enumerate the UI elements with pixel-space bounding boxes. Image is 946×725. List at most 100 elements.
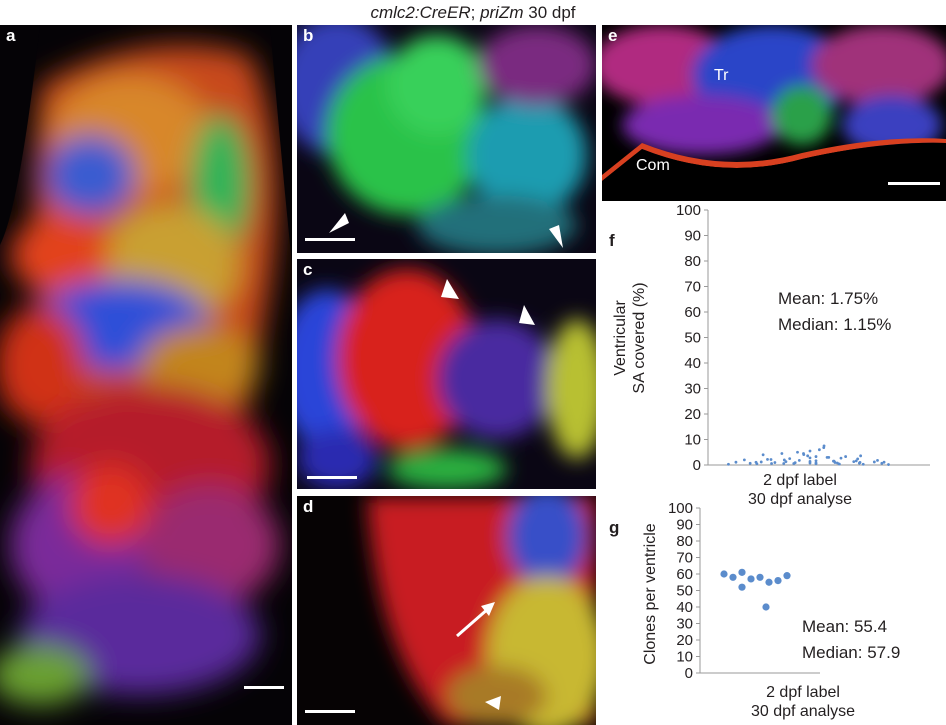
chart-g-point [747, 575, 755, 583]
chart-g-y-tick-label: 60 [676, 566, 693, 583]
chart-f-point [825, 455, 829, 459]
chart-f-point [857, 461, 861, 465]
panel-e-label-tr: Tr [714, 67, 729, 84]
chart-f-point [844, 455, 848, 458]
chart-f-mean: Mean: 1.75% [778, 289, 879, 308]
panel-b-label: b [303, 26, 314, 45]
chart-g-y-tick-label: 70 [676, 550, 693, 567]
chart-f-point [839, 456, 843, 460]
chart-g-point [738, 568, 746, 576]
panel-c-image [297, 259, 596, 489]
chart-f-point [782, 458, 786, 462]
chart-g-point [738, 583, 746, 591]
chart-g: 0 10 20 30 40 50 60 70 80 90 100 [660, 496, 946, 686]
chart-g-point [765, 578, 773, 586]
chart-f-plot: 0 10 20 30 40 50 60 70 80 90 100 [676, 202, 930, 474]
chart-g-point [783, 572, 791, 580]
chart-f-point [876, 459, 879, 462]
chart-f-point [742, 458, 746, 462]
panel-a-micrograph: a [0, 25, 292, 725]
chart-f-point [861, 462, 865, 466]
panel-d-label: d [303, 497, 314, 516]
chart-f-y-tick-label: 30 [684, 381, 701, 398]
chart-f-y-axis-label: Ventricular SA covered (%) [612, 282, 648, 394]
panel-a-scale-bar [244, 686, 284, 689]
panel-d-image [297, 496, 596, 725]
chart-f-point [766, 457, 769, 461]
panel-a-label: a [6, 26, 16, 45]
chart-f-point [808, 456, 812, 460]
chart-g-stats: Mean: 55.4 Median: 57.9 [802, 614, 900, 666]
chart-f-y-tick-label: 20 [684, 406, 701, 423]
panel-d-micrograph: d [297, 496, 596, 725]
chart-f-point [770, 462, 773, 465]
chart-f-point [882, 460, 886, 464]
chart-f: 0 10 20 30 40 50 60 70 80 90 100 [660, 200, 946, 475]
chart-f-point [835, 461, 839, 465]
panel-b-image [297, 25, 596, 253]
chart-f-x-axis-label: 2 dpf label 30 dpf analyse [747, 472, 853, 508]
chart-f-point [808, 460, 812, 463]
chart-f-point [796, 450, 799, 454]
panel-e-label: e [608, 26, 618, 45]
chart-f-y-tick-label: 80 [684, 253, 701, 270]
chart-f-point [797, 459, 801, 462]
chart-f-point [814, 455, 818, 458]
chart-f-point [854, 459, 858, 463]
chart-g-y-tick-label: 100 [668, 500, 693, 517]
chart-f-y-tick-label: 0 [693, 457, 701, 474]
chart-f-point [832, 459, 836, 463]
panel-d-scale-bar [305, 710, 355, 713]
panel-f-label: f [609, 231, 615, 250]
panel-e-micrograph: e Tr Com [602, 25, 946, 201]
chart-f-point [887, 463, 890, 466]
chart-f-y-tick-label: 10 [684, 432, 701, 449]
chart-g-x-axis-label: 2 dpf label 30 dpf analyse [750, 684, 856, 720]
chart-f-point [793, 461, 797, 465]
chart-g-y-tick-label: 0 [685, 665, 693, 682]
panel-b-scale-bar [305, 238, 355, 241]
chart-g-point [774, 577, 782, 585]
chart-f-median: Median: 1.15% [778, 315, 892, 334]
chart-g-y-tick-label: 40 [676, 599, 693, 616]
chart-g-y-tick-label: 90 [676, 517, 693, 534]
chart-f-point [782, 462, 786, 465]
chart-f-stats: Mean: 1.75% Median: 1.15% [778, 286, 891, 338]
panel-e-label-com: Com [636, 157, 670, 174]
panel-b-micrograph: b [297, 25, 596, 253]
chart-f-point [872, 460, 876, 464]
chart-f-point [773, 461, 777, 464]
chart-g-median: Median: 57.9 [802, 643, 901, 662]
chart-f-point [817, 448, 821, 452]
chart-g-point [762, 603, 770, 611]
chart-f-point [780, 452, 784, 455]
chart-f-point [748, 461, 752, 465]
chart-f-point [822, 444, 826, 448]
chart-f-y-tick-label: 50 [684, 330, 701, 347]
panel-c-label: c [303, 260, 313, 279]
panel-g-label: g [609, 518, 620, 537]
panel-c-micrograph: c [297, 259, 596, 489]
chart-g-y-tick-label: 10 [676, 649, 693, 666]
chart-f-point [802, 452, 805, 455]
chart-f-point [769, 458, 773, 461]
figure-title: cmlc2:CreER; priZm 30 dpf [370, 3, 576, 22]
panel-e-image [602, 25, 946, 201]
chart-f-point [806, 454, 810, 458]
chart-g-point [729, 573, 737, 581]
chart-g-y-tick-label: 50 [676, 583, 693, 600]
chart-f-point [759, 460, 763, 464]
panel-c-scale-bar [307, 476, 357, 479]
chart-f-point [814, 459, 818, 463]
chart-f-point [754, 460, 758, 464]
chart-f-point [761, 453, 765, 457]
chart-f-point [859, 454, 863, 458]
chart-g-point [720, 570, 728, 578]
chart-g-mean: Mean: 55.4 [802, 617, 888, 636]
chart-f-y-tick-label: 60 [684, 304, 701, 321]
chart-g-y-tick-label: 20 [676, 632, 693, 649]
chart-f-point [808, 449, 812, 453]
panel-a-image [0, 25, 292, 725]
chart-g-y-tick-label: 80 [676, 533, 693, 550]
